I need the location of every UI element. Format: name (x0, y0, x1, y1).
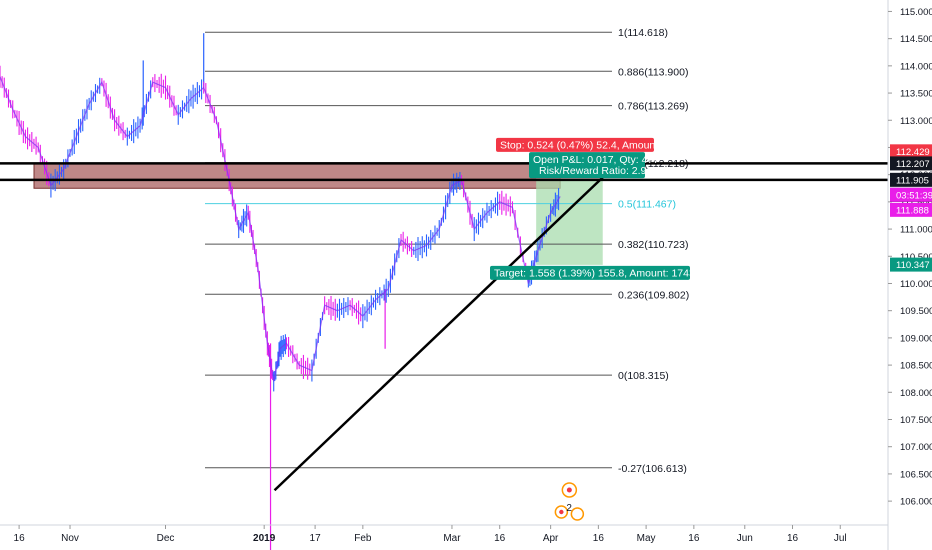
price-tick-13: 108.500 (900, 361, 932, 372)
time-tick-13: 16 (787, 533, 799, 544)
time-tick-2: Dec (157, 533, 175, 544)
fib-level-label-8: -0.27(106.613) (618, 463, 687, 475)
price-tag-1: 112.207 (896, 159, 930, 170)
time-tick-14: Jul (834, 533, 847, 544)
stop-label-box[interactable] (496, 137, 654, 152)
trendline[interactable] (273, 176, 604, 492)
target-label-box[interactable] (490, 265, 690, 280)
price-line[interactable] (0, 76, 561, 382)
price-tick-14: 108.000 (900, 388, 932, 399)
time-tick-10: May (637, 533, 656, 544)
time-tick-12: Jun (737, 533, 753, 544)
price-tick-12: 109.000 (900, 333, 932, 344)
price-tick-9: 110.500 (900, 252, 932, 263)
time-tick-6: Mar (443, 533, 461, 544)
time-tick-5: Feb (354, 533, 372, 544)
price-tick-18: 106.000 (900, 497, 932, 508)
price-tick-2: 114.000 (900, 61, 932, 72)
price-tick-0: 115.000 (900, 7, 932, 18)
time-tick-3: 2019 (253, 533, 276, 544)
risk-reward-label: Risk/Reward Ratio: 2.97 (539, 165, 652, 177)
price-tick-1: 114.500 (900, 34, 932, 45)
price-tick-16: 107.000 (900, 442, 932, 453)
event-marker-left-dot (559, 509, 564, 515)
price-tick-15: 107.500 (900, 415, 932, 426)
price-tag-box-6[interactable] (890, 257, 932, 272)
price-tick-11: 109.500 (900, 306, 932, 317)
price-tick-3: 113.500 (900, 89, 932, 100)
fib-level-label-5: 0.382(110.723) (618, 239, 688, 251)
price-tick-17: 106.500 (900, 469, 932, 480)
fib-level-label-2: 0.786(113.269) (618, 101, 688, 113)
pnl-label-box[interactable] (529, 152, 645, 179)
fib-level-label-6: 0.236(109.802) (618, 289, 689, 301)
price-tag-4: 111.888 (896, 205, 929, 216)
event-count: 2 (566, 503, 572, 514)
time-tick-0: 16 (14, 533, 26, 544)
time-tick-1: Nov (61, 533, 79, 544)
price-tick-8: 111.000 (900, 225, 932, 236)
price-tag-5: 03:51:39 (896, 190, 932, 201)
fib-level-label-7: 0(108.315) (618, 370, 669, 382)
price-tick-10: 110.000 (900, 279, 932, 290)
price-tag-6: 110.347 (896, 260, 930, 271)
price-tag-box-1[interactable] (890, 156, 932, 171)
fib-level-label-0: 1(114.618) (618, 27, 668, 39)
time-tick-9: 16 (593, 533, 605, 544)
price-tag-2: 111.905 (896, 175, 929, 186)
time-tick-11: 16 (688, 533, 700, 544)
target-label: Target: 1.558 (1.39%) 155.8, Amount: 174… (494, 267, 710, 279)
supply-zone[interactable] (33, 162, 561, 189)
time-tick-4: 17 (310, 533, 322, 544)
price-tag-box-4[interactable] (890, 202, 932, 217)
price-tag-0: 112.429 (896, 147, 930, 158)
price-axis[interactable] (888, 0, 932, 550)
price-tag-box-5[interactable] (890, 187, 932, 202)
price-tick-4: 113.000 (900, 116, 932, 127)
fib-level-label-4: 0.5(111.467) (618, 199, 676, 211)
time-tick-7: 16 (494, 533, 506, 544)
fib-level-label-1: 0.886(113.900) (618, 66, 688, 78)
event-marker-top-dot (566, 487, 572, 493)
time-tick-8: Apr (543, 533, 559, 544)
pnl-label: Open P&L: 0.017, Qty: 477 (533, 154, 659, 166)
price-tag-box-0[interactable] (890, 144, 932, 159)
event-marker-right[interactable] (570, 507, 585, 521)
stop-label: Stop: 0.524 (0.47%) 52.4, Amount: 750.05 (500, 139, 696, 151)
price-tag-box-2[interactable] (890, 172, 932, 187)
